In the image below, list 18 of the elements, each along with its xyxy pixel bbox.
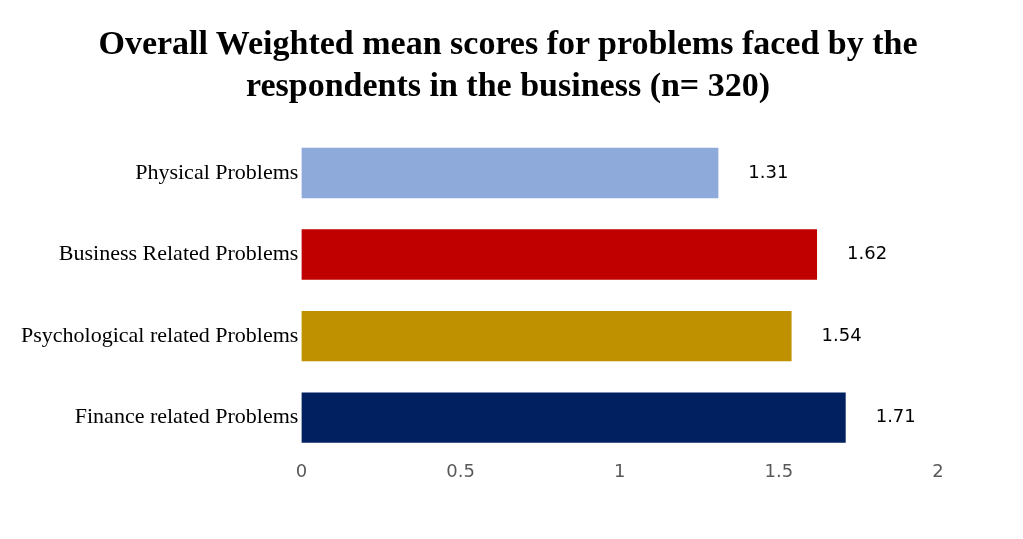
y-tick-label: Business Related Problems (58, 240, 299, 266)
data-label: 1.54 (821, 323, 862, 345)
y-tick-label: Psychological related Problems (20, 321, 299, 347)
x-tick-label: 0.5 (446, 459, 475, 481)
y-tick-label: Physical Problems (135, 158, 299, 184)
data-label: 1.62 (847, 242, 888, 264)
bar (301, 310, 792, 362)
bar (301, 147, 719, 199)
x-tick-label: 1.5 (764, 459, 794, 481)
data-label: 1.71 (875, 405, 916, 427)
x-tick-label: 1 (613, 459, 626, 481)
bar (301, 229, 818, 280)
x-tick-label: 2 (932, 459, 944, 481)
bar (301, 392, 846, 443)
data-label: 1.31 (748, 160, 789, 182)
y-tick-label: Finance related Problems (74, 403, 299, 429)
chart-title: Overall Weighted mean scores for problems faced by the respondents in the business (n= 320) (98, 23, 918, 105)
x-tick-label: 0 (295, 459, 308, 481)
